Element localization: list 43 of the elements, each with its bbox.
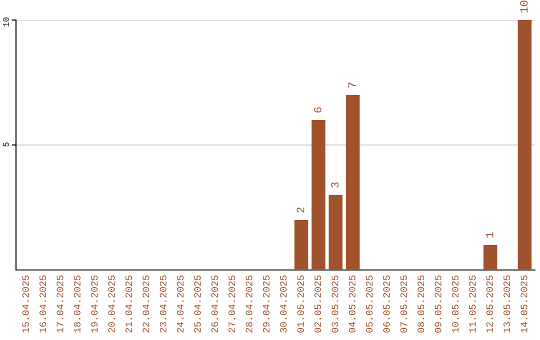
x-tick-label: 20.04.2025 [108,275,115,333]
x-tick-label: 02.05.2025 [314,275,322,333]
x-tick-label: 18.04.2025 [74,275,80,333]
bar [518,20,532,270]
x-tick-label: 12.05.2025 [486,275,493,333]
x-tick-label: 25.04.2025 [194,275,201,333]
bar [483,245,498,270]
data-label: 10 [520,0,528,13]
x-tick-label: 28.04.2025 [246,275,252,333]
x-tick-label: 30.04.2025 [280,275,287,333]
data-label: 2 [296,207,304,213]
x-tick-label: 07.05.2025 [400,275,407,333]
x-tick-label: 06.05.2025 [383,275,390,333]
x-tick-label: 24.04.2025 [176,275,184,333]
x-tick-label: 01.05.2025 [297,275,304,333]
data-label: 6 [314,107,322,113]
x-tick-label: 10.05.2025 [452,275,459,333]
x-tick-label: 09.05.2025 [434,275,442,333]
bar [346,95,360,270]
x-tick-label: 04.05.2025 [348,275,356,333]
x-tick-label: 13.05.2025 [504,275,510,333]
x-tick-label: 11.05.2025 [469,275,476,333]
y-tick-label: 5 [3,142,9,146]
x-tick-label: 19.04.2025 [91,275,98,333]
data-label: 1 [486,232,494,238]
x-tick-label: 16.04.2025 [40,275,46,333]
x-tick-label: 03.05.2025 [332,275,338,333]
x-tick-label: 27.04.2025 [228,275,236,333]
x-tick-label: 21.04.2025 [125,275,132,333]
x-tick-label: 05.05.2025 [366,275,373,333]
bar [312,120,326,270]
bar [294,220,308,270]
x-tick-label: 23.04.2025 [160,275,166,333]
data-label: 7 [348,82,356,88]
bar [328,195,343,270]
x-tick-label: 29.04.2025 [262,275,270,333]
x-tick-label: 14.05.2025 [520,275,528,333]
data-label: 3 [331,182,339,188]
x-tick-label: 26.04.2025 [211,275,218,333]
x-tick-label: 08.05.2025 [418,275,424,333]
x-tick-label: 15.04.2025 [22,275,29,333]
x-tick-label: 17.04.2025 [56,275,64,333]
x-tick-label: 22.04.2025 [142,275,150,333]
